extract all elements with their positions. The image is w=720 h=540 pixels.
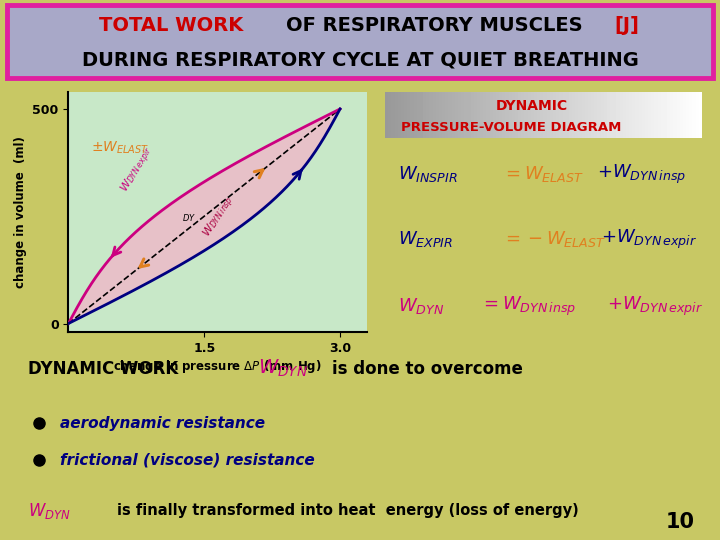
Text: is done to overcome: is done to overcome (332, 360, 523, 377)
Text: $\pm W_{ELAST}$: $\pm W_{ELAST}$ (91, 140, 149, 156)
Text: DURING RESPIRATORY CYCLE AT QUIET BREATHING: DURING RESPIRATORY CYCLE AT QUIET BREATH… (81, 51, 639, 70)
X-axis label: change in pressure $\Delta P$ (mm Hg): change in pressure $\Delta P$ (mm Hg) (114, 357, 322, 375)
Text: $DY$: $DY$ (181, 212, 196, 222)
Text: $= \mathit{W}_{DYN\,insp}$: $= \mathit{W}_{DYN\,insp}$ (480, 295, 577, 318)
Text: $\mathit{W}_{DYN}$: $\mathit{W}_{DYN}$ (28, 501, 71, 521)
Text: $\mathit{W}_{DYN}$: $\mathit{W}_{DYN}$ (258, 358, 307, 379)
Text: $= \mathit{W}_{ELAST}$: $= \mathit{W}_{ELAST}$ (503, 164, 585, 184)
Text: $+ \mathit{W}_{DYN\,insp}$: $+ \mathit{W}_{DYN\,insp}$ (598, 163, 687, 186)
Text: $+ \mathit{W}_{DYN\,expir}$: $+ \mathit{W}_{DYN\,expir}$ (607, 295, 703, 318)
Text: $\mathit{W}_{INSPIR}$: $\mathit{W}_{INSPIR}$ (398, 164, 458, 184)
Text: DYNAMIC WORK: DYNAMIC WORK (28, 360, 179, 377)
Text: $\mathit{W}_{EXPIR}$: $\mathit{W}_{EXPIR}$ (398, 229, 453, 249)
Text: $W_{DYN\,expir}$: $W_{DYN\,expir}$ (118, 144, 158, 197)
Text: OF RESPIRATORY MUSCLES: OF RESPIRATORY MUSCLES (286, 16, 582, 35)
Text: $W_{DYN\,insp}$: $W_{DYN\,insp}$ (199, 193, 238, 241)
Text: [J]: [J] (614, 16, 639, 35)
Text: aerodynamic resistance: aerodynamic resistance (60, 416, 265, 430)
Text: PRESSURE-VOLUME DIAGRAM: PRESSURE-VOLUME DIAGRAM (401, 121, 621, 134)
Text: DYNAMIC: DYNAMIC (496, 99, 568, 112)
Text: $= -\mathit{W}_{ELAST}$: $= -\mathit{W}_{ELAST}$ (503, 229, 606, 249)
Text: TOTAL WORK: TOTAL WORK (99, 16, 243, 35)
Y-axis label: change in volume  (ml): change in volume (ml) (14, 136, 27, 288)
Text: frictional (viscose) resistance: frictional (viscose) resistance (60, 453, 315, 467)
Text: $+\mathit{W}_{DYN\,expir}$: $+\mathit{W}_{DYN\,expir}$ (600, 227, 697, 251)
Text: is finally transformed into heat  energy (loss of energy): is finally transformed into heat energy … (117, 503, 578, 518)
FancyBboxPatch shape (7, 5, 713, 78)
Text: $\mathit{W}_{DYN}$: $\mathit{W}_{DYN}$ (398, 296, 444, 316)
Polygon shape (68, 109, 340, 323)
Text: 10: 10 (666, 512, 695, 532)
